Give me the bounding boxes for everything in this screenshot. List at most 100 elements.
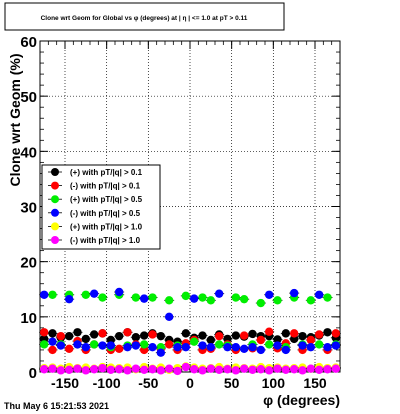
y-tick-label: 60 (20, 34, 37, 51)
y-tick-label: 30 (20, 200, 37, 217)
data-point (256, 365, 266, 374)
data-point (231, 331, 241, 340)
data-point (223, 365, 232, 374)
data-point (98, 363, 107, 373)
legend-label: (+) with pT/|q| > 0.5 (70, 195, 143, 204)
legend-box (41, 164, 161, 250)
data-point (73, 340, 82, 349)
data-point (306, 364, 316, 373)
data-point (214, 340, 224, 349)
data-point (139, 331, 149, 340)
data-point (48, 364, 57, 373)
data-point (89, 289, 99, 298)
data-point (81, 342, 91, 352)
legend-label: (+) with pT/|q| > 1.0 (70, 222, 143, 231)
x-tick-label: 50 (224, 375, 240, 391)
x-tick-label: 150 (303, 375, 327, 391)
data-point (39, 328, 49, 337)
data-point (123, 342, 132, 352)
data-point (173, 342, 182, 352)
data-point (39, 365, 49, 374)
data-point (181, 329, 191, 338)
data-point (64, 294, 74, 304)
data-point (173, 366, 182, 376)
data-point (231, 342, 241, 352)
data-point (214, 289, 224, 298)
data-point (139, 340, 149, 349)
data-point (148, 365, 157, 374)
data-point (64, 365, 74, 374)
data-point (98, 329, 107, 338)
data-point (156, 366, 166, 375)
data-point (206, 364, 216, 373)
data-point (281, 345, 291, 355)
series-5 (39, 362, 341, 376)
data-point (273, 296, 282, 305)
data-point (131, 364, 141, 373)
series-3 (39, 287, 341, 357)
data-point (323, 365, 332, 374)
data-point (289, 365, 299, 374)
data-point (306, 296, 316, 305)
data-point (223, 342, 232, 352)
data-point (81, 290, 91, 299)
data-point (289, 329, 299, 338)
data-point (64, 344, 74, 354)
data-point (114, 287, 124, 297)
data-point (81, 366, 91, 375)
data-point (139, 365, 149, 374)
data-point (206, 296, 216, 305)
data-point (89, 365, 99, 374)
data-point (264, 366, 274, 375)
data-point (239, 294, 249, 304)
data-point (56, 341, 66, 350)
data-point (248, 365, 257, 374)
data-point (273, 341, 282, 350)
data-point (164, 312, 174, 322)
data-point (256, 335, 266, 345)
data-point (131, 333, 141, 342)
tick-labels: -150 -100 -50 0 50 100 150 0 10 20 30 40 50 60 (20, 34, 327, 391)
legend: (+) with pT/|q| > 0.1 (-) with pT/|q| > 0… (41, 164, 161, 250)
y-tick-label: 40 (20, 144, 37, 161)
legend-label: (-) with pT/|q| > 0.1 (70, 182, 141, 191)
data-point (248, 329, 257, 339)
data-point (189, 294, 199, 303)
data-point (164, 364, 174, 373)
data-point (106, 341, 116, 350)
data-point (281, 365, 291, 374)
data-point (239, 331, 249, 340)
data-point (48, 337, 57, 346)
data-point (131, 341, 141, 350)
data-point (48, 345, 57, 355)
data-point (98, 341, 107, 350)
y-tick-label: 0 (29, 365, 37, 382)
data-point (139, 294, 149, 303)
data-point (123, 328, 132, 337)
data-point (206, 342, 216, 352)
y-tick-label: 20 (20, 255, 37, 272)
data-point (256, 298, 266, 308)
data-point (289, 288, 299, 298)
data-point (331, 329, 341, 338)
data-point (39, 290, 49, 299)
data-point (214, 365, 224, 374)
data-point (164, 340, 174, 349)
data-point (198, 341, 207, 350)
data-point (256, 345, 266, 355)
data-point (181, 362, 191, 372)
data-point (206, 335, 216, 345)
data-point (198, 331, 207, 340)
data-point (189, 337, 199, 346)
legend-label: (+) with pT/|q| > 0.1 (70, 168, 143, 177)
data-point (181, 291, 191, 301)
footer-timestamp: Thu May 6 15:21:53 2021 (4, 401, 109, 411)
data-point (98, 293, 107, 302)
data-point (81, 334, 91, 344)
data-point (231, 366, 241, 375)
data-point (106, 365, 116, 374)
chart-title: Clone wrt Geom for Global vs φ (degrees)… (41, 15, 248, 22)
data-point (198, 293, 207, 302)
data-point (123, 366, 132, 375)
